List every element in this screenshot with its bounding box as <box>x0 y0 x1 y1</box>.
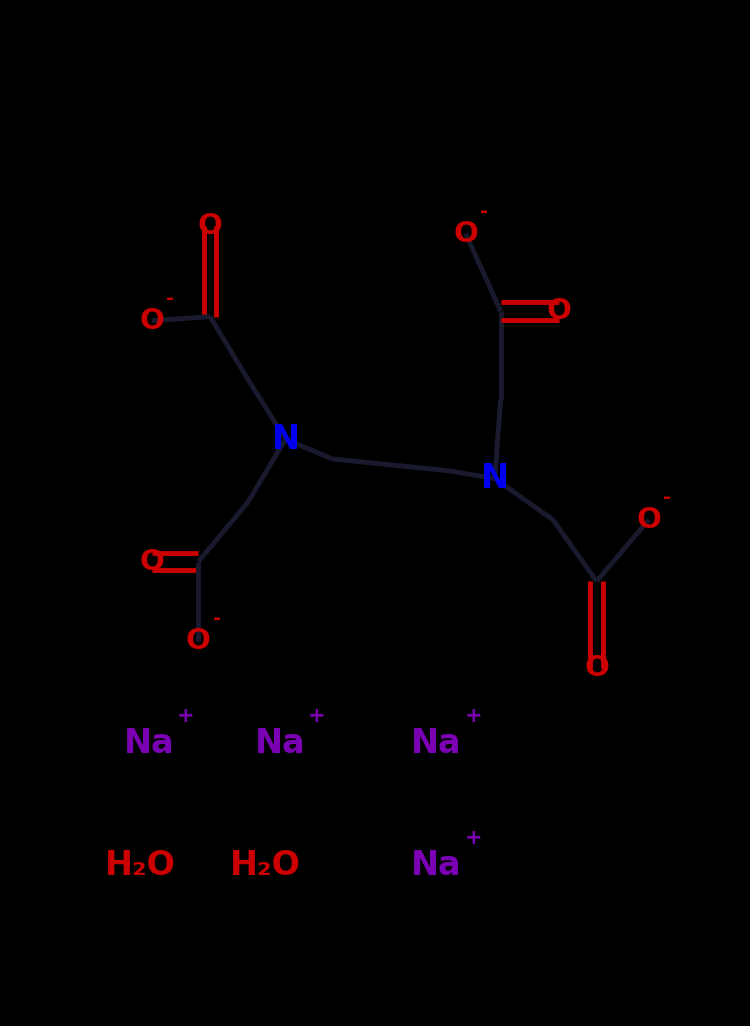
Text: Na: Na <box>411 726 462 760</box>
Text: Na: Na <box>411 850 462 882</box>
Text: -: - <box>663 488 671 507</box>
Text: H₂O: H₂O <box>230 850 301 882</box>
Text: +: + <box>308 706 326 726</box>
Text: O: O <box>140 307 164 334</box>
Text: Na: Na <box>124 726 174 760</box>
Text: N: N <box>481 462 508 496</box>
Text: O: O <box>186 627 211 655</box>
Text: -: - <box>213 609 221 628</box>
Text: O: O <box>453 220 478 247</box>
Text: -: - <box>480 202 488 221</box>
Text: O: O <box>637 506 662 534</box>
Text: +: + <box>464 706 482 726</box>
Text: O: O <box>197 211 223 240</box>
Text: H₂O: H₂O <box>105 850 176 882</box>
Text: Na: Na <box>254 726 305 760</box>
Text: O: O <box>546 298 572 325</box>
Text: O: O <box>140 548 164 576</box>
Text: +: + <box>177 706 194 726</box>
Text: N: N <box>272 423 299 456</box>
Text: O: O <box>584 655 609 682</box>
Text: +: + <box>464 828 482 849</box>
Text: -: - <box>166 289 175 308</box>
